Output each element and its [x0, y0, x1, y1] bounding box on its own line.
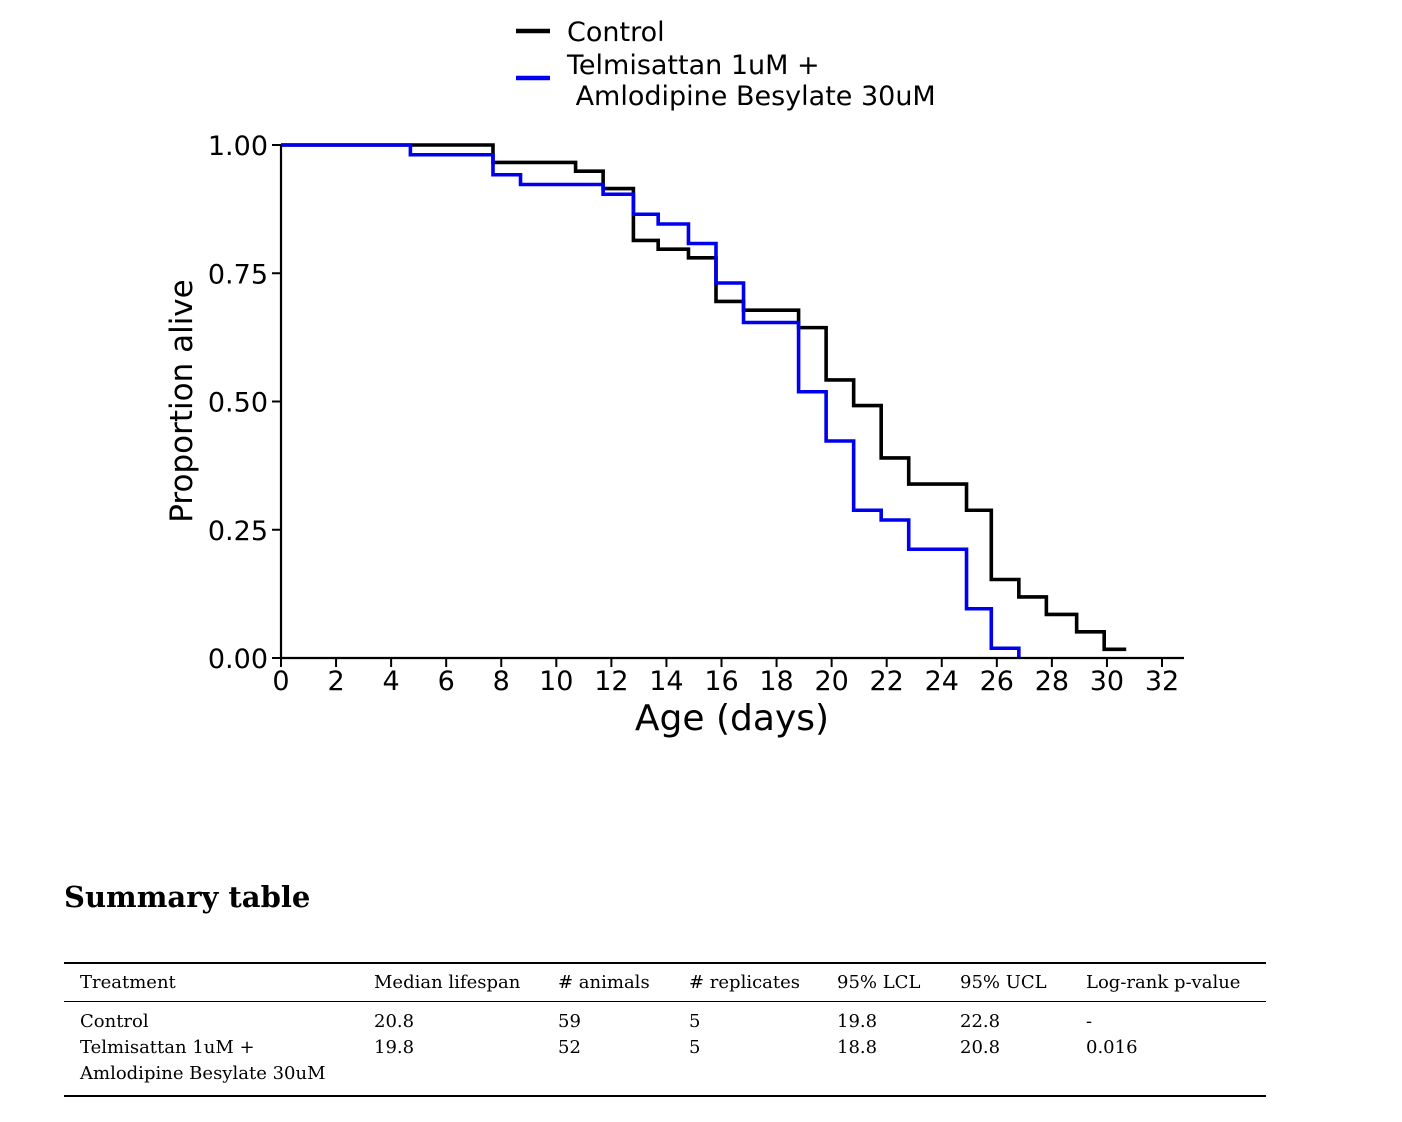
- x-tick-label: 10: [539, 666, 573, 697]
- col-treatment: Treatment: [64, 963, 374, 1002]
- x-tick-label: 22: [870, 666, 904, 697]
- legend-label-1: Telmisattan 1uM +: [566, 50, 820, 81]
- series-line-0: [281, 143, 1127, 652]
- summary-title: Summary table: [64, 880, 311, 914]
- table-row: Control 20.8 59 5 19.8 22.8 -: [64, 1002, 1266, 1036]
- cell-pvalue: -: [1086, 1011, 1093, 1032]
- y-tick-label: 0.50: [208, 388, 268, 419]
- legend-label-1: Amlodipine Besylate 30uM: [567, 81, 936, 112]
- x-tick-label: 28: [1035, 666, 1069, 697]
- cell-lcl: 18.8: [837, 1037, 878, 1058]
- col-median-lifespan: Median lifespan: [374, 963, 558, 1002]
- cell-animals: 52: [558, 1037, 581, 1058]
- x-tick-label: 16: [704, 666, 738, 697]
- y-tick-label: 0.00: [208, 644, 268, 675]
- treatment-line: Control: [80, 1011, 149, 1032]
- cell-ucl: 20.8: [960, 1037, 1001, 1058]
- cell-ucl: 22.8: [960, 1011, 1001, 1032]
- x-tick-label: 32: [1145, 666, 1179, 697]
- x-tick-label: 2: [327, 666, 344, 697]
- x-tick-label: 8: [493, 666, 510, 697]
- col-ucl: 95% UCL: [960, 963, 1086, 1002]
- cell-replicates: 5: [689, 1037, 701, 1058]
- cell-lcl: 19.8: [837, 1011, 878, 1032]
- x-tick-label: 26: [980, 666, 1014, 697]
- cell-replicates: 5: [689, 1011, 701, 1032]
- y-tick-label: 0.75: [208, 259, 268, 290]
- x-tick-label: 14: [649, 666, 683, 697]
- col-animals: # animals: [558, 963, 689, 1002]
- cell-treatment: Telmisattan 1uM + Amlodipine Besylate 30…: [64, 1035, 374, 1096]
- x-tick-label: 20: [814, 666, 848, 697]
- axes: [279, 145, 1184, 660]
- cell-median: 19.8: [374, 1037, 415, 1058]
- series-lines: [281, 143, 1127, 658]
- x-axis-label: Age (days): [635, 698, 829, 739]
- legend-label-0: Control: [567, 17, 665, 48]
- cell-treatment: Control: [64, 1002, 374, 1036]
- cell-pvalue: 0.016: [1086, 1037, 1138, 1058]
- x-tick-label: 18: [759, 666, 793, 697]
- summary-table: Treatment Median lifespan # animals # re…: [64, 962, 1266, 1097]
- col-logrank: Log-rank p-value: [1086, 963, 1266, 1002]
- x-tick-label: 0: [272, 666, 289, 697]
- x-tick-label: 6: [438, 666, 455, 697]
- treatment-line: Amlodipine Besylate 30uM: [80, 1063, 326, 1084]
- series-line-1: [281, 143, 1021, 658]
- cell-median: 20.8: [374, 1011, 415, 1032]
- y-tick-label: 0.25: [208, 516, 268, 547]
- x-tick-label: 30: [1090, 666, 1124, 697]
- table-row: Telmisattan 1uM + Amlodipine Besylate 30…: [64, 1035, 1266, 1096]
- treatment-line: Telmisattan 1uM +: [80, 1037, 255, 1058]
- summary-header-row: Treatment Median lifespan # animals # re…: [64, 963, 1266, 1002]
- y-tick-label: 1.00: [208, 131, 268, 162]
- col-replicates: # replicates: [689, 963, 837, 1002]
- x-tick-label: 24: [925, 666, 959, 697]
- ticks: 0 2 4 6 8 10 12 14 16 18 20 22 24 26 28 30 320.000.250.5…: [208, 131, 1179, 697]
- y-axis-label: Proportion alive: [164, 279, 200, 522]
- x-tick-label: 12: [594, 666, 628, 697]
- col-lcl: 95% LCL: [837, 963, 960, 1002]
- cell-animals: 59: [558, 1011, 581, 1032]
- x-tick-label: 4: [383, 666, 400, 697]
